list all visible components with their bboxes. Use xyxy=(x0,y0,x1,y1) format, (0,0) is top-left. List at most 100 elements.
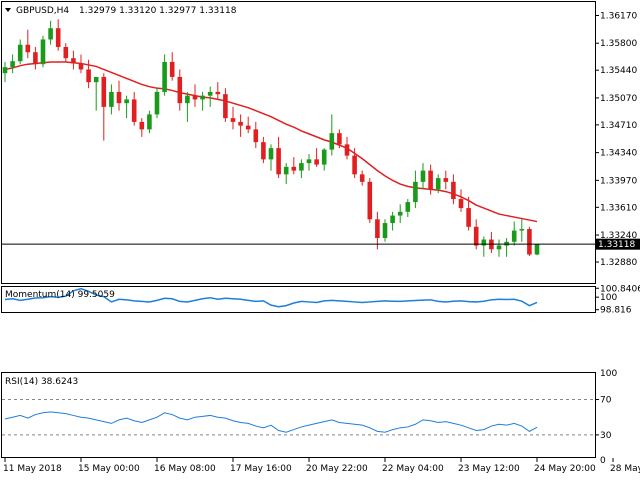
price-tick-label: 1.35800 xyxy=(600,39,637,49)
candle-body xyxy=(321,149,327,165)
candle xyxy=(10,54,15,74)
candle xyxy=(481,236,487,257)
candle xyxy=(443,170,449,190)
candle-body xyxy=(420,170,426,182)
rsi-tick-label: 0 xyxy=(600,456,606,466)
candle xyxy=(451,174,456,205)
candle-body xyxy=(25,44,31,53)
candle-body xyxy=(534,244,540,255)
candle xyxy=(534,244,540,256)
candle-body xyxy=(10,61,15,68)
price-tick-label: 1.32880 xyxy=(600,258,637,268)
candle xyxy=(215,82,221,100)
price-tick-label: 1.35070 xyxy=(600,94,637,104)
candle xyxy=(413,170,418,209)
candle-body xyxy=(344,144,350,156)
candle xyxy=(466,196,471,231)
candle xyxy=(405,199,411,218)
time-tick-label: 22 May 04:00 xyxy=(382,464,444,474)
current-price-label: 1.33118 xyxy=(598,240,635,250)
candle-body xyxy=(527,229,532,255)
candle xyxy=(116,80,122,111)
candle-body xyxy=(519,229,525,231)
candle-body xyxy=(93,76,99,83)
candle-body xyxy=(48,28,53,40)
candle-body xyxy=(458,199,464,209)
price-tick-label: 1.34340 xyxy=(600,149,637,159)
candle-body xyxy=(473,226,479,246)
candle xyxy=(344,136,350,160)
time-axis: 11 May 2018 15 May 00:00 16 May 08:00 17 Ma… xyxy=(3,458,640,474)
candle-body xyxy=(504,241,509,246)
candle-body xyxy=(86,69,91,83)
candle-body xyxy=(283,166,289,175)
current-price-label-bg xyxy=(596,238,640,250)
candle xyxy=(109,84,114,115)
candle-body xyxy=(154,91,160,115)
candle-body xyxy=(223,94,228,119)
momentum-tick-label: 98.816 xyxy=(600,306,632,316)
momentum-tick-label: 100 xyxy=(600,293,617,303)
time-tick-label: 17 May 16:00 xyxy=(230,464,292,474)
candle xyxy=(291,157,297,175)
candle xyxy=(321,148,327,171)
candle xyxy=(25,29,31,59)
rsi-line xyxy=(4,411,538,433)
candles-layer xyxy=(2,19,540,257)
candle xyxy=(359,170,365,186)
candle xyxy=(390,211,395,231)
candle xyxy=(207,86,213,107)
time-tick-label: 28 May 00:00 xyxy=(610,464,640,474)
candle xyxy=(245,116,251,134)
time-tick-label: 20 May 22:00 xyxy=(306,464,368,474)
chart-symbol: GBPUSD,H4 xyxy=(16,6,69,16)
candle-body xyxy=(63,46,69,59)
time-tick-label: 24 May 20:00 xyxy=(534,464,596,474)
candle-body xyxy=(276,148,281,175)
candle-body xyxy=(238,121,243,126)
candle xyxy=(17,39,23,65)
candle xyxy=(2,61,8,83)
time-tick-label: 23 May 12:00 xyxy=(458,464,520,474)
candle xyxy=(367,178,373,224)
candle-body xyxy=(466,208,471,227)
candle-body xyxy=(443,178,449,182)
candle xyxy=(397,204,403,224)
candle xyxy=(63,43,69,62)
candle xyxy=(71,50,76,70)
candle xyxy=(511,221,517,246)
candle xyxy=(55,19,61,51)
candle-body xyxy=(162,61,167,92)
candle-body xyxy=(390,215,395,224)
price-panel-frame xyxy=(1,1,596,284)
candle-body xyxy=(192,95,198,100)
candle-body xyxy=(40,39,46,65)
candle xyxy=(458,189,464,212)
price-tick-label: 1.35440 xyxy=(600,66,637,76)
price-tick-label: 1.33610 xyxy=(600,203,637,213)
time-tick-label: 15 May 00:00 xyxy=(78,464,140,474)
candle-body xyxy=(139,121,145,130)
candle-body xyxy=(435,178,441,190)
candle xyxy=(420,163,426,190)
candle xyxy=(261,136,266,164)
candle xyxy=(78,54,84,74)
moving-average-layer xyxy=(4,61,538,223)
candle xyxy=(473,219,479,250)
candle xyxy=(314,148,319,167)
candle-body xyxy=(268,148,274,160)
rsi-tick-label: 30 xyxy=(600,431,612,441)
momentum-panel-frame xyxy=(1,286,596,313)
candle xyxy=(169,52,175,81)
candle-body xyxy=(413,181,418,203)
candle xyxy=(139,118,145,137)
candle-body xyxy=(200,95,205,100)
candle xyxy=(337,129,342,149)
candle-body xyxy=(101,76,107,107)
candle xyxy=(519,219,525,242)
candle xyxy=(299,159,304,179)
candle-body xyxy=(109,91,114,107)
candle-body xyxy=(55,28,61,47)
rsi-title: RSI(14) 38.6243 xyxy=(5,377,78,387)
momentum-tick-label: 100.8406 xyxy=(600,284,640,294)
